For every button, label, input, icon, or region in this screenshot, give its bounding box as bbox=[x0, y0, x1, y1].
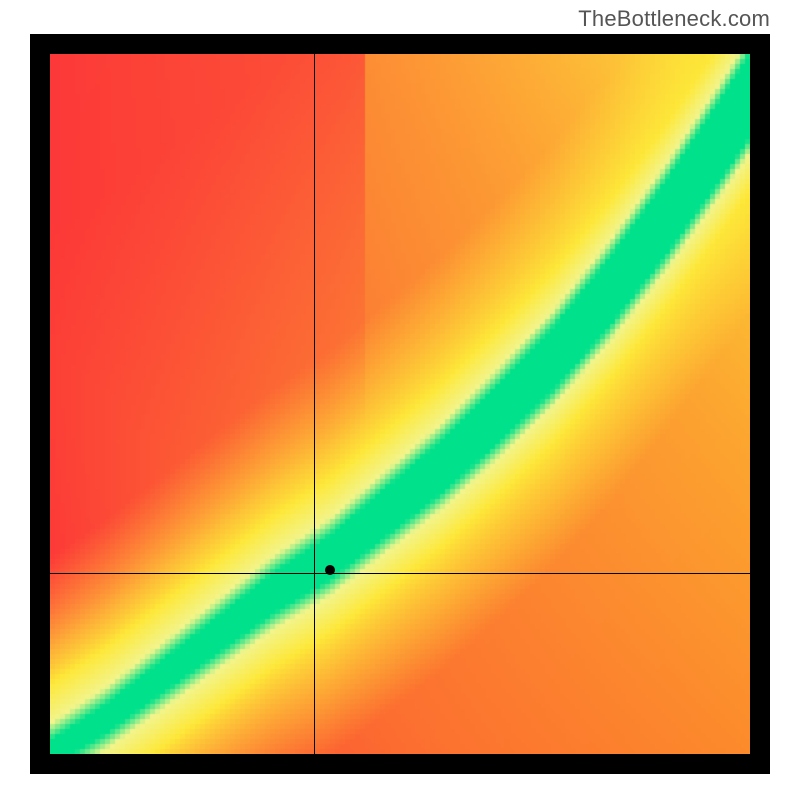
data-point-marker bbox=[325, 565, 335, 575]
bottleneck-heatmap-container: TheBottleneck.com bbox=[0, 0, 800, 800]
heatmap-canvas bbox=[50, 54, 750, 754]
crosshair-horizontal bbox=[50, 573, 750, 574]
heatmap-plot bbox=[50, 54, 750, 754]
plot-frame bbox=[30, 34, 770, 774]
crosshair-vertical bbox=[314, 54, 315, 754]
attribution-text: TheBottleneck.com bbox=[578, 6, 770, 32]
